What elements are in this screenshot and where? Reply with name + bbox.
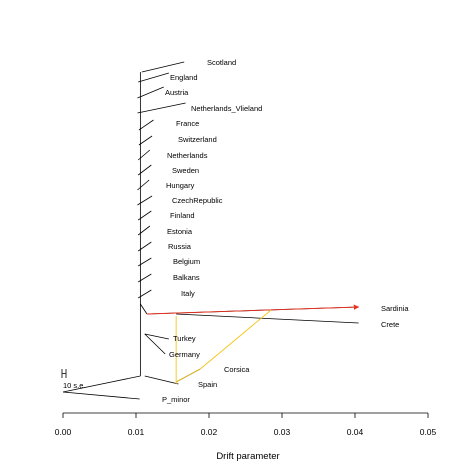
root-branch xyxy=(62,375,141,393)
leaf-label-france: France xyxy=(176,119,199,128)
migration-edge-corsica-base xyxy=(175,368,201,383)
branch-russia xyxy=(137,241,152,252)
branch-finland xyxy=(137,210,152,221)
leaf-label-scotland: Scotland xyxy=(207,58,236,67)
migration-edges xyxy=(146,304,360,384)
x-tick-label-2: 0.02 xyxy=(201,427,218,437)
x-tick-label-4: 0.04 xyxy=(347,427,364,437)
branch-czechrepublic xyxy=(137,195,153,206)
leaf-label-sardinia: Sardinia xyxy=(381,304,409,313)
leaf-label-sweden: Sweden xyxy=(172,166,199,175)
branch-france xyxy=(138,119,154,131)
branch-hungary xyxy=(137,179,150,191)
branch-sardinia-crete-stem xyxy=(140,303,148,315)
leaf-label-turkey: Turkey xyxy=(173,334,196,343)
branch-scotland xyxy=(141,61,185,73)
migration-edge-corsica xyxy=(199,309,272,370)
x-tick-label-5: 0.05 xyxy=(420,427,437,437)
branch-germany xyxy=(144,333,166,355)
branch-spain xyxy=(144,375,179,385)
leaf-label-germany: Germany xyxy=(169,350,200,359)
leaf-label-russia: Russia xyxy=(168,242,192,251)
leaf-label-czechrepublic: CzechRepublic xyxy=(172,196,223,205)
branch-switzerland xyxy=(138,135,153,146)
x-axis: 0.00 0.01 0.02 0.03 0.04 0.05 xyxy=(55,412,437,437)
branch-italy xyxy=(137,289,152,299)
scale-bar-mark xyxy=(61,369,67,378)
leaf-label-switzerland: Switzerland xyxy=(178,135,217,144)
migration-edge-sardinia xyxy=(146,304,360,315)
branch-belgium xyxy=(137,257,152,267)
branch-netherlands xyxy=(137,149,151,161)
leaf-label-spain: Spain xyxy=(198,380,217,389)
scale-bar: 10 s.e. xyxy=(61,369,86,390)
leaf-label-italy: Italy xyxy=(181,289,195,298)
x-tick-label-0: 0.00 xyxy=(55,427,72,437)
leaf-label-belgium: Belgium xyxy=(173,257,200,266)
branch-p_minor xyxy=(62,391,140,400)
branch-england xyxy=(138,72,169,83)
branch-estonia xyxy=(137,225,151,236)
leaf-label-hungary: Hungary xyxy=(166,181,195,190)
leaf-label-austria: Austria xyxy=(165,88,189,97)
leaf-label-corsica: Corsica xyxy=(224,365,250,374)
branch-sweden xyxy=(137,164,152,176)
leaf-label-finland: Finland xyxy=(170,211,195,220)
leaf-label-crete: Crete xyxy=(381,320,399,329)
leaf-labels: Scotland England AustriaNetherlands_Vliela… xyxy=(162,58,409,404)
branch-crete xyxy=(176,313,359,324)
scale-bar-label: 10 s.e. xyxy=(63,381,86,390)
x-tick-label-3: 0.03 xyxy=(274,427,291,437)
leaf-label-estonia: Estonia xyxy=(167,227,193,236)
x-tick-label-1: 0.01 xyxy=(128,427,145,437)
leaf-label-balkans: Balkans xyxy=(173,273,200,282)
leaf-label-england: England xyxy=(170,73,198,82)
leaf-label-netherlands: Netherlands xyxy=(167,151,208,160)
leaf-label-netherlands_vlieland: Netherlands_Vlieland xyxy=(191,104,262,113)
branch-turkey xyxy=(144,333,169,340)
branch-balkans xyxy=(137,273,152,283)
branch-austria xyxy=(137,86,164,99)
branch-netherlands_vlieland xyxy=(137,102,186,114)
leaf-label-p_minor: P_minor xyxy=(162,395,190,404)
x-axis-title: Drift parameter xyxy=(216,451,279,462)
